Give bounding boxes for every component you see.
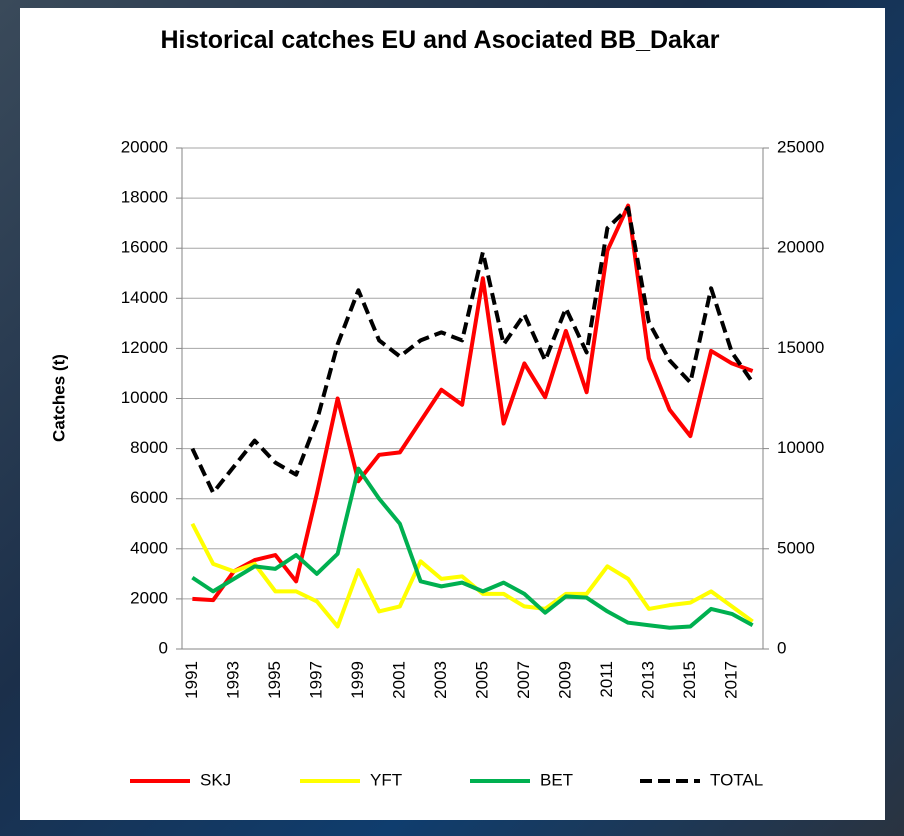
x-tick-label: 2015 [680, 661, 699, 699]
legend-label: YFT [370, 770, 402, 789]
x-tick-label: 2003 [431, 661, 450, 699]
y-tick-label: 20000 [121, 137, 168, 156]
x-tick-label: 1997 [306, 661, 325, 699]
y2-tick-label: 20000 [777, 238, 824, 257]
y2-tick-label: 5000 [777, 538, 815, 557]
legend-label: SKJ [200, 770, 231, 789]
x-tick-label: 1999 [348, 661, 367, 699]
x-tick-label: 2009 [555, 661, 574, 699]
y-axis-label: Catches (t) [49, 354, 68, 442]
series-line [192, 206, 752, 601]
y-tick-label: 2000 [130, 588, 168, 607]
x-tick-label: 2017 [721, 661, 740, 699]
x-tick-label: 1995 [265, 661, 284, 699]
chart-title: Historical catches EU and Asociated BB_D… [160, 22, 720, 58]
page: Catches (t) 0 2000 4000 6000 8000 10000 12000 1… [0, 0, 904, 836]
x-tick-label: 1991 [182, 661, 201, 699]
y-tick-label: 18000 [121, 188, 168, 207]
y-tick-label: 4000 [130, 538, 168, 557]
y-tick-label: 6000 [130, 488, 168, 507]
series-line [192, 524, 752, 627]
y-tick-label: 10000 [121, 388, 168, 407]
y-tick-label: 0 [159, 638, 168, 657]
y2-tick-label: 0 [777, 638, 786, 657]
legend-label: BET [540, 770, 573, 789]
x-tick-label: 2005 [472, 661, 491, 699]
y2-tick-label: 15000 [777, 338, 824, 357]
x-tick-label: 2011 [597, 661, 616, 698]
y2-tick-label: 10000 [777, 438, 824, 457]
y-tick-label: 8000 [130, 438, 168, 457]
x-tick-label: 2001 [389, 661, 408, 699]
legend-label: TOTAL [710, 770, 763, 789]
x-tick-label: 1993 [223, 661, 242, 699]
y-tick-label: 16000 [121, 238, 168, 257]
y-tick-label: 14000 [121, 288, 168, 307]
x-tick-label: 2013 [638, 661, 657, 699]
x-tick-label: 2007 [514, 661, 533, 699]
y2-tick-label: 25000 [777, 137, 824, 156]
chart: Catches (t) 0 2000 4000 6000 8000 10000 12000 1… [0, 0, 904, 836]
y-tick-label: 12000 [121, 338, 168, 357]
